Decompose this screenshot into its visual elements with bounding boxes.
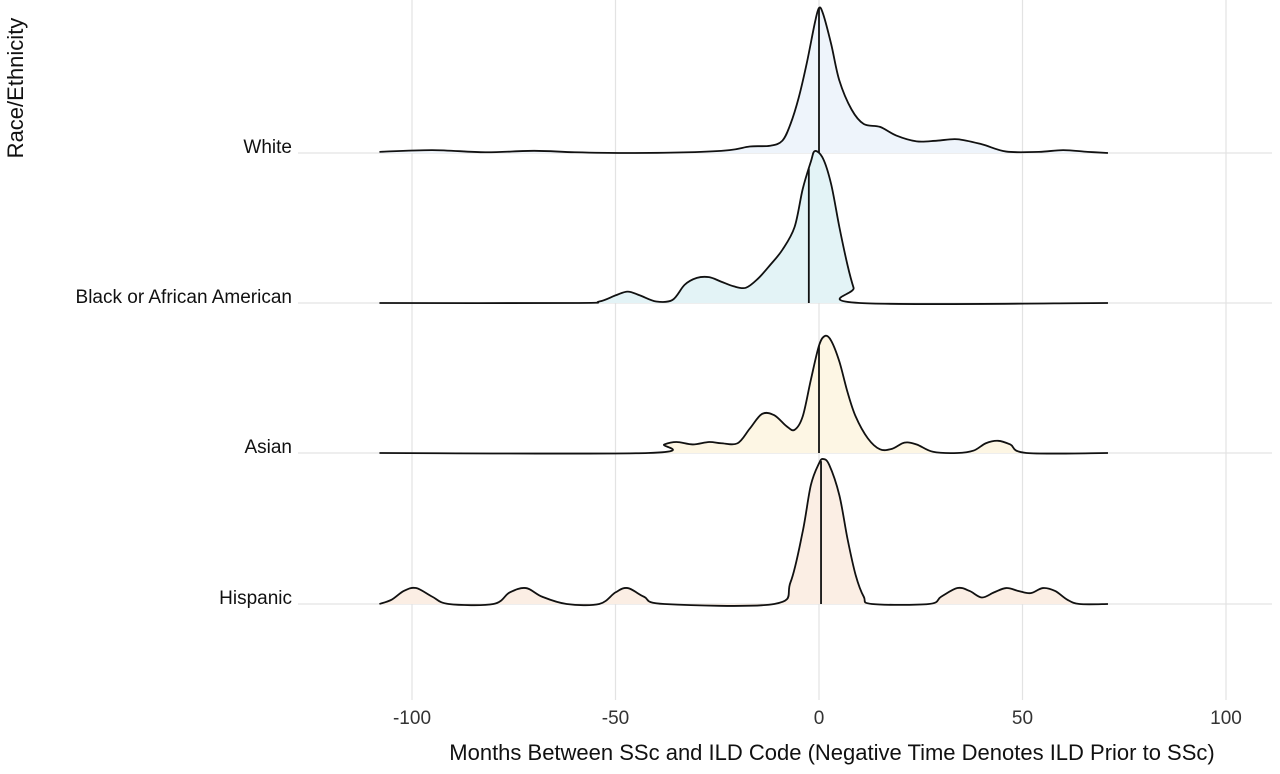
x-axis-title: Months Between SSc and ILD Code (Negativ…	[449, 740, 1214, 765]
category-label: Hispanic	[219, 588, 292, 609]
ridge-series	[379, 150, 1108, 306]
x-tick-label: -100	[393, 708, 431, 729]
x-tick-label: -50	[602, 708, 629, 729]
ridge-outline	[379, 458, 1108, 607]
ridge-series	[379, 458, 1108, 607]
label-layer: -100 -50 0 50 100 White Black or African Ameri…	[76, 137, 1242, 729]
ridge-outline	[379, 150, 1108, 306]
ridge-area	[379, 458, 1108, 606]
y-axis-title: Race/Ethnicity	[3, 18, 28, 159]
x-tick-label: 0	[814, 708, 825, 729]
grid-layer	[298, 0, 1272, 700]
category-label: Black or African American	[76, 287, 292, 308]
x-tick-label: 100	[1210, 708, 1242, 729]
ridge-area	[379, 7, 1108, 154]
ridge-outline	[379, 6, 1109, 154]
category-label: Asian	[244, 437, 292, 458]
x-tick-label: 50	[1012, 708, 1033, 729]
ridge-series	[379, 6, 1109, 154]
category-label: White	[243, 137, 292, 158]
ridge-layer	[379, 6, 1109, 607]
ridge-outline	[379, 334, 1108, 455]
ridge-series	[379, 334, 1108, 455]
ridge-area	[379, 150, 1108, 305]
